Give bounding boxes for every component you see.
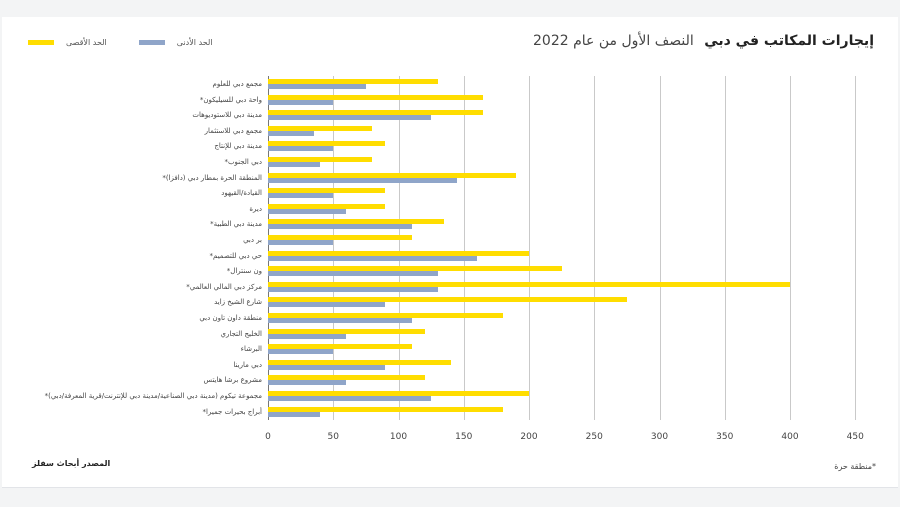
bar-min	[268, 411, 321, 417]
bar-min	[268, 333, 347, 339]
gridline	[790, 76, 791, 420]
bar-max	[268, 141, 386, 147]
bar-min	[268, 146, 334, 152]
category-label: ون سنترال*	[226, 267, 262, 276]
legend-label-min: الحد الأدنى	[176, 38, 213, 47]
title-subtitle: النصف الأول من عام 2022	[533, 33, 694, 49]
bar-max	[268, 328, 425, 334]
bar-min	[268, 396, 432, 401]
bar-max	[268, 188, 386, 194]
legend-item-min: الحد الأدنى	[138, 38, 213, 47]
bar-min	[268, 318, 412, 323]
bar-max	[268, 297, 627, 303]
bar-min	[268, 84, 366, 89]
category-label: منطقة داون تاون دبي	[199, 314, 262, 322]
category-label: ديرة	[249, 204, 262, 213]
x-tick-label: 450	[846, 432, 864, 442]
category-label: شارع الشيخ زايد	[214, 298, 262, 307]
category-label: مدينة دبي الطبية*	[210, 220, 262, 229]
bar-min	[268, 162, 321, 167]
bar-max	[268, 406, 503, 412]
footnote-text: *منطقة حرة	[834, 462, 876, 471]
bar-max	[268, 203, 386, 209]
bar-max	[268, 94, 484, 100]
x-tick-label: 50	[327, 432, 339, 442]
bar-max	[268, 391, 529, 396]
category-label: مركز دبي المالي العالمي*	[186, 282, 262, 291]
x-tick-label: 400	[781, 432, 799, 442]
bar-max	[268, 281, 790, 287]
gridline	[463, 76, 465, 420]
gridline	[398, 76, 400, 420]
bar-min	[268, 286, 438, 292]
bar-max	[268, 313, 503, 318]
legend-swatch-max	[28, 40, 54, 45]
gridline	[594, 76, 596, 420]
bar-max	[268, 79, 438, 84]
x-tick-label: 300	[650, 432, 669, 442]
legend-label-max: الحد الأقصى	[66, 38, 107, 47]
bar-min	[268, 224, 412, 230]
legend-swatch-min	[138, 40, 165, 45]
bar-max	[268, 359, 451, 365]
x-tick-label: 150	[455, 432, 473, 442]
bar-max	[268, 266, 562, 272]
bar-max	[268, 250, 529, 256]
category-label: البرشاء	[240, 345, 262, 354]
category-label: الخليج التجاري	[220, 329, 262, 338]
bar-max	[268, 219, 445, 225]
bar-min	[268, 255, 477, 261]
chart-title: إيجارات المكاتب في دبي النصف الأول من عا…	[533, 33, 874, 49]
legend-item-max: الحد الأقصى	[28, 38, 107, 47]
gridline	[529, 76, 530, 420]
x-tick-label: 0	[265, 432, 271, 442]
category-label: دبي مارينا	[233, 360, 262, 369]
legend: الحد الأقصى الحد الأدنى	[28, 38, 245, 47]
bar-max	[268, 125, 373, 131]
bar-max	[268, 375, 425, 381]
category-label: مجمع دبي للعلوم	[212, 80, 263, 88]
source-text: المصدر أبحاث سفلز	[32, 459, 111, 468]
category-label: المنطقة الحرة بمطار دبي (دافزا)*	[162, 173, 262, 182]
category-label: مدينة دبي للاستوديوهات	[192, 111, 262, 120]
category-label: واحة دبي للسيليكون*	[199, 95, 262, 104]
bar-min	[268, 380, 347, 386]
gridline	[333, 76, 335, 420]
gridline	[659, 76, 661, 420]
gridline	[855, 76, 857, 420]
x-tick-label: 100	[389, 432, 408, 442]
bar-min	[268, 271, 438, 277]
bar-min	[268, 208, 347, 214]
title-bold: إيجارات المكاتب في دبي	[704, 33, 874, 49]
bar-min	[268, 99, 334, 105]
bar-min	[268, 177, 458, 183]
bar-max	[268, 110, 484, 116]
x-tick-label: 350	[716, 432, 734, 442]
gridline	[268, 76, 269, 420]
category-label: حي دبي للتصميم*	[209, 251, 262, 260]
gridline	[724, 76, 726, 420]
category-label: دبي الجنوب*	[224, 158, 262, 166]
plot-area	[268, 76, 868, 420]
bar-max	[268, 235, 412, 240]
category-label: مجموعة تيكوم (مدينة دبي الصناعية/مدينة د…	[44, 392, 262, 400]
bar-max	[268, 344, 412, 350]
bar-min	[268, 240, 334, 245]
x-tick-label: 200	[520, 432, 538, 442]
bar-max	[268, 172, 516, 178]
bar-min	[268, 364, 386, 370]
category-label: أبراج بحيرات جميرا*	[202, 407, 262, 416]
bar-min	[268, 130, 314, 136]
bar-max	[268, 157, 373, 162]
category-label: مدينة دبي للإنتاج	[214, 142, 262, 151]
bar-min	[268, 302, 386, 308]
category-label: القيادة/القيهود	[221, 189, 262, 198]
x-tick-label: 250	[585, 432, 603, 442]
category-label: مجمع دبي للاستثمار	[204, 126, 262, 135]
category-label: بر دبي	[243, 236, 262, 244]
bar-min	[268, 115, 432, 121]
bar-min	[268, 193, 334, 199]
bar-min	[268, 349, 334, 355]
category-label: مشروع برشا هايتس	[203, 376, 262, 385]
